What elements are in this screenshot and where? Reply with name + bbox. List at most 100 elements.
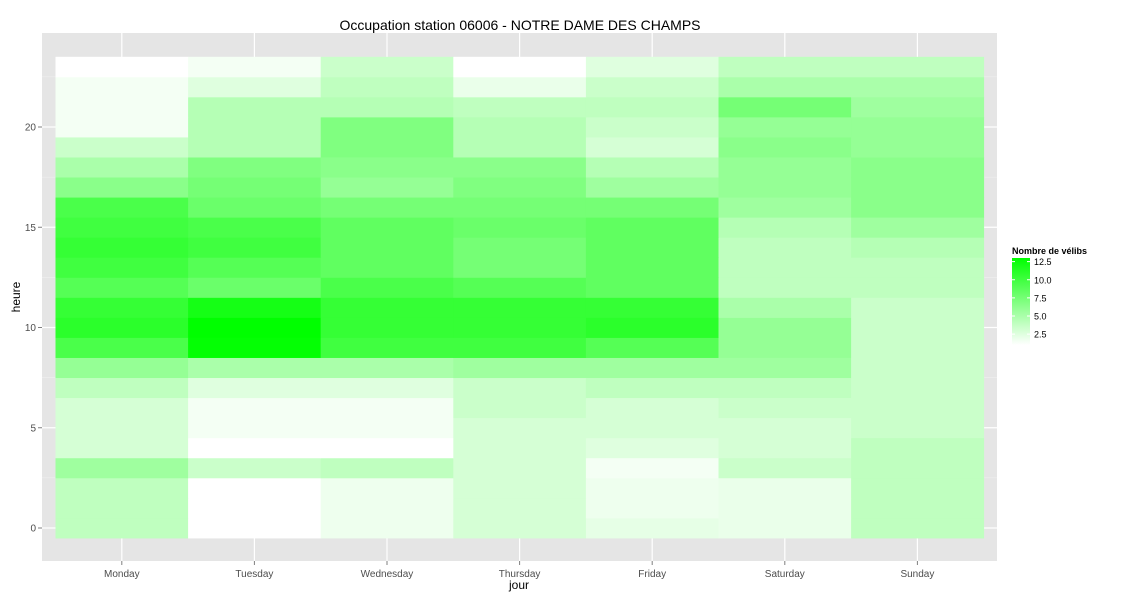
- heatmap-tile: [453, 437, 587, 459]
- heatmap-tile: [718, 517, 852, 539]
- heatmap-tile: [718, 157, 852, 178]
- heatmap-tile: [718, 497, 852, 519]
- heatmap-tile: [453, 397, 587, 419]
- legend-tick-label: 7.5: [1034, 293, 1047, 303]
- heatmap-tile: [320, 96, 454, 118]
- heatmap-tile: [453, 497, 587, 519]
- heatmap-tile: [188, 397, 322, 419]
- heatmap-tile: [718, 116, 852, 138]
- legend-tick-label: 2.5: [1034, 330, 1047, 340]
- x-tick-label: Monday: [104, 569, 140, 580]
- heatmap-tile: [585, 96, 719, 118]
- y-tick-label: 5: [30, 423, 36, 434]
- heatmap-tile: [55, 357, 189, 379]
- heatmap-tile: [188, 137, 322, 158]
- heatmap-tile: [718, 96, 852, 118]
- heatmap-tile: [718, 417, 852, 439]
- heatmap-tile: [55, 457, 189, 479]
- heatmap-tile: [851, 477, 985, 499]
- y-tick-label: 10: [25, 323, 37, 334]
- heatmap-tile: [188, 237, 322, 258]
- heatmap-tile: [718, 76, 852, 98]
- chart-title: Occupation station 06006 - NOTRE DAME DE…: [339, 17, 700, 33]
- heatmap-tile: [585, 197, 719, 218]
- heatmap-tile: [851, 237, 985, 258]
- heatmap-tile: [453, 137, 587, 158]
- x-axis-title: jour: [508, 578, 529, 592]
- heatmap-tile: [585, 417, 719, 439]
- heatmap-tile: [320, 116, 454, 138]
- heatmap-tile: [851, 177, 985, 198]
- heatmap-tile: [188, 197, 322, 218]
- heatmap-tile: [55, 157, 189, 178]
- heatmap-tile: [453, 96, 587, 118]
- heatmap-tile: [851, 157, 985, 178]
- heatmap-tile: [320, 277, 454, 298]
- heatmap-tile: [851, 56, 985, 78]
- heatmap-tile: [188, 157, 322, 178]
- heatmap-tile: [188, 257, 322, 278]
- heatmap-tile: [585, 116, 719, 138]
- heatmap-tile: [718, 297, 852, 318]
- heatmap-tile: [718, 56, 852, 78]
- heatmap-tile: [851, 217, 985, 238]
- heatmap-tile: [453, 357, 587, 379]
- heatmap-tiles: [55, 56, 985, 539]
- heatmap-tile: [851, 197, 985, 218]
- heatmap-tile: [55, 297, 189, 318]
- heatmap-tile: [585, 277, 719, 298]
- y-axis-title: heure: [9, 281, 23, 312]
- heatmap-tile: [320, 317, 454, 338]
- heatmap-tile: [188, 116, 322, 138]
- heatmap-tile: [188, 297, 322, 318]
- heatmap-tile: [851, 457, 985, 479]
- heatmap-tile: [585, 317, 719, 338]
- heatmap-tile: [55, 397, 189, 419]
- x-tick-label: Tuesday: [235, 569, 273, 580]
- heatmap-tile: [585, 397, 719, 419]
- heatmap-tile: [585, 217, 719, 238]
- heatmap-tile: [585, 497, 719, 519]
- heatmap-tile: [188, 357, 322, 379]
- heatmap-tile: [585, 437, 719, 459]
- heatmap-tile: [585, 357, 719, 379]
- heatmap-tile: [320, 397, 454, 419]
- heatmap-tile: [55, 116, 189, 138]
- heatmap-tile: [55, 96, 189, 118]
- heatmap-tile: [55, 217, 189, 238]
- heatmap-tile: [188, 417, 322, 439]
- heatmap-tile: [851, 517, 985, 539]
- heatmap-tile: [55, 317, 189, 338]
- y-tick-label: 0: [30, 524, 36, 535]
- legend-tick-label: 5.0: [1034, 312, 1047, 322]
- heatmap-tile: [585, 517, 719, 539]
- x-tick-label: Saturday: [765, 569, 805, 580]
- heatmap-tile: [718, 137, 852, 158]
- heatmap-tile: [453, 76, 587, 98]
- heatmap-tile: [188, 76, 322, 98]
- axes: 0 5 10 15 20 Monday Tuesday Wednesday Thursday Fr…: [25, 123, 934, 581]
- heatmap-tile: [55, 497, 189, 519]
- heatmap-tile: [55, 197, 189, 218]
- heatmap-tile: [453, 517, 587, 539]
- heatmap-tile: [851, 497, 985, 519]
- heatmap-tile: [188, 377, 322, 399]
- heatmap-tile: [718, 177, 852, 198]
- heatmap-tile: [453, 337, 587, 358]
- heatmap-tile: [55, 277, 189, 298]
- x-tick-label: Wednesday: [361, 569, 414, 580]
- heatmap-tile: [320, 157, 454, 178]
- heatmap-tile: [851, 116, 985, 138]
- heatmap-tile: [453, 417, 587, 439]
- heatmap-tile: [585, 477, 719, 499]
- heatmap-tile: [188, 217, 322, 238]
- heatmap-tile: [851, 377, 985, 399]
- heatmap-tile: [453, 237, 587, 258]
- heatmap-tile: [851, 317, 985, 338]
- heatmap-tile: [320, 377, 454, 399]
- y-tick-label: 15: [25, 223, 37, 234]
- heatmap-tile: [320, 477, 454, 499]
- heatmap-tile: [453, 277, 587, 298]
- heatmap-tile: [851, 357, 985, 379]
- heatmap-tile: [320, 457, 454, 479]
